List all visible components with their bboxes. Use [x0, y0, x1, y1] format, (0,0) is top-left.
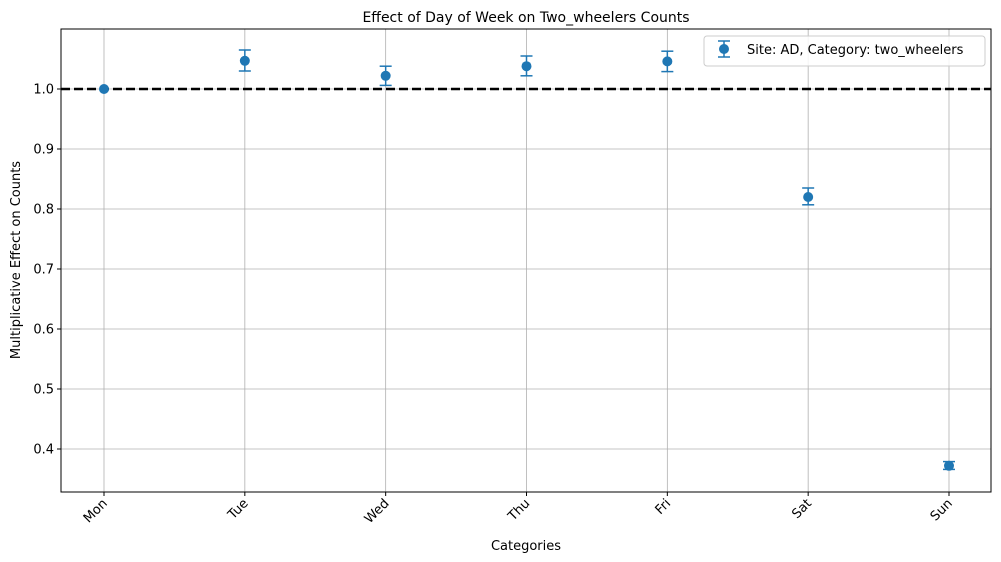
plot-frame — [60, 28, 992, 493]
x-tick-label: Thu — [505, 496, 534, 525]
legend-marker — [719, 44, 729, 54]
y-tick-label: 0.6 — [33, 323, 54, 338]
y-axis-ticks: 0.4 0.5 0.6 0.7 0.8 0.9 1.0 — [33, 83, 61, 458]
x-tick-label: Sat — [789, 496, 815, 522]
legend: Site: AD, Category: two_wheelers — [703, 35, 986, 67]
y-tick-label: 0.5 — [33, 383, 54, 398]
data-point — [662, 56, 673, 67]
legend-box — [703, 35, 986, 67]
y-tick-label: 0.7 — [33, 263, 54, 278]
data-point — [944, 460, 954, 471]
x-axis-label: Categories — [491, 539, 561, 554]
y-tick-label: 0.4 — [33, 443, 54, 458]
legend-label: Site: AD, Category: two_wheelers — [747, 43, 964, 58]
y-axis-label: Multiplicative Effect on Counts — [9, 161, 24, 359]
y-tick-label: 1.0 — [33, 83, 54, 98]
x-tick-label: Tue — [225, 496, 252, 523]
x-tick-label: Sun — [928, 496, 956, 524]
data-point — [521, 61, 532, 72]
x-axis-ticks: Mon Tue Wed Thu Fri Sat Sun — [81, 492, 956, 527]
data-point — [803, 192, 814, 202]
data-marks — [99, 49, 955, 471]
data-point — [380, 70, 391, 81]
grid — [61, 29, 991, 492]
y-tick-label: 0.9 — [33, 143, 54, 158]
chart-title: Effect of Day of Week on Two_wheelers Co… — [362, 10, 689, 26]
x-tick-label: Fri — [653, 496, 675, 518]
y-tick-label: 0.8 — [33, 203, 54, 218]
x-tick-label: Wed — [362, 496, 393, 527]
data-point — [99, 84, 109, 94]
x-tick-label: Mon — [81, 496, 111, 526]
data-point — [239, 55, 250, 66]
